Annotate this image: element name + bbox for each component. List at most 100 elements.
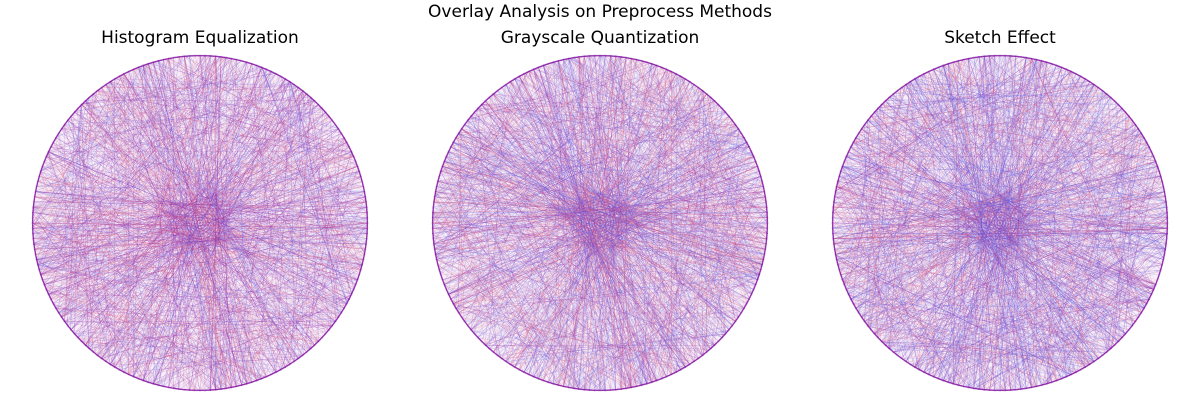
thread-line <box>933 68 1091 365</box>
thread-line <box>147 58 164 383</box>
thread-line <box>518 75 682 371</box>
thread-line <box>447 56 627 295</box>
thread-line <box>832 175 1162 229</box>
thread-line <box>835 186 1095 363</box>
thread-line <box>118 75 342 314</box>
thread-line <box>280 75 348 304</box>
thread-line <box>435 56 580 260</box>
thread-line <box>435 141 748 187</box>
thread-line <box>88 279 359 350</box>
thread-line <box>84 137 345 346</box>
thread-line <box>450 151 753 300</box>
thread-line <box>184 55 350 147</box>
thread-line <box>626 212 768 390</box>
thread-line <box>947 63 985 391</box>
thread-line <box>434 243 767 250</box>
thread-line <box>492 93 767 245</box>
thread-line <box>999 55 1017 392</box>
thread-line <box>467 119 704 356</box>
thread-line <box>1125 119 1133 335</box>
thread-line <box>34 222 369 255</box>
thread-line <box>470 115 699 360</box>
thread-line <box>843 58 964 285</box>
thread-line <box>501 115 730 360</box>
thread-line <box>35 222 369 260</box>
thread-line <box>96 90 369 229</box>
thread-line <box>458 132 760 276</box>
thread-line <box>47 151 115 368</box>
thread-line <box>599 54 768 234</box>
thread-line <box>77 104 319 339</box>
thread-line <box>841 165 1150 300</box>
thread-line <box>433 228 768 245</box>
thread-line <box>157 60 217 391</box>
thread-line <box>533 68 757 285</box>
thread-line <box>942 64 1153 295</box>
thread-line <box>40 170 159 386</box>
thread-line <box>850 146 1127 335</box>
thread-line <box>914 78 1127 335</box>
thread-line <box>578 56 585 391</box>
thread-line <box>35 73 277 260</box>
thread-line <box>501 56 622 359</box>
thread-line <box>70 111 75 331</box>
thread-line <box>434 75 681 197</box>
thread-line <box>892 212 1168 353</box>
thread-line <box>55 175 362 309</box>
thread-layer <box>431 55 769 392</box>
thread-line <box>41 166 144 382</box>
thread-line <box>1005 165 1159 392</box>
thread-line <box>37 128 339 266</box>
thread-line <box>114 78 316 346</box>
thread-line <box>937 78 1086 380</box>
thread-line <box>952 61 1167 250</box>
thread-line <box>458 56 622 314</box>
thread-line <box>63 161 357 322</box>
thread-line <box>163 151 353 388</box>
thread-line <box>47 104 319 295</box>
thread-line <box>1071 104 1120 376</box>
thread-line <box>226 217 369 390</box>
thread-line <box>841 279 1148 305</box>
thread-line <box>435 186 601 392</box>
thread-line <box>57 57 169 314</box>
thread-line <box>989 115 1130 391</box>
thread-line <box>855 233 1168 309</box>
thread-line <box>537 55 585 380</box>
thread-line <box>142 64 232 389</box>
thread-line <box>484 104 719 346</box>
thread-line <box>47 151 360 276</box>
thread-line <box>488 96 768 218</box>
thread-line <box>845 156 985 391</box>
thread-line <box>96 90 360 172</box>
thread-line <box>183 55 190 391</box>
thread-line <box>884 93 1108 101</box>
thread-line <box>443 161 737 322</box>
thread-line <box>45 156 337 322</box>
thread-line <box>888 96 1168 213</box>
thread-line <box>514 81 691 368</box>
thread-line <box>33 249 262 380</box>
thread-line <box>455 100 716 309</box>
thread-line <box>863 124 1104 356</box>
thread-line <box>1010 57 1027 391</box>
thread-line <box>60 73 124 318</box>
thread-line <box>892 93 1112 98</box>
thread-line <box>626 170 760 390</box>
thread-line <box>477 54 601 339</box>
thread-line <box>77 222 369 339</box>
thread-line <box>488 151 753 350</box>
thread-line <box>505 83 733 327</box>
thread-line <box>215 264 363 391</box>
thread-line <box>843 90 1104 285</box>
thread-line <box>434 196 766 250</box>
thread-line <box>928 217 1169 376</box>
thread-line <box>983 55 1027 389</box>
thread-line <box>123 73 201 392</box>
thread-line <box>568 57 677 373</box>
string-art-circle <box>431 54 769 392</box>
circle-background <box>832 55 1168 391</box>
thread-line <box>933 68 1095 363</box>
thread-line <box>261 222 369 380</box>
thread-line <box>458 312 695 363</box>
